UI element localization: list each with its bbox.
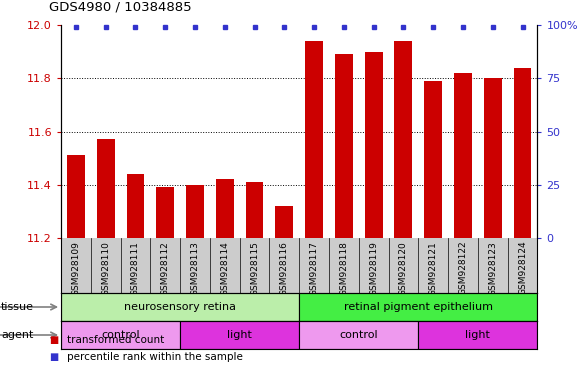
Text: agent: agent <box>1 330 34 340</box>
Text: GSM928114: GSM928114 <box>220 241 229 296</box>
Text: ■: ■ <box>49 352 59 362</box>
Text: GSM928118: GSM928118 <box>339 241 349 296</box>
Bar <box>305 41 323 238</box>
Text: GSM928116: GSM928116 <box>280 241 289 296</box>
Bar <box>67 156 85 238</box>
Bar <box>514 68 532 238</box>
Text: tissue: tissue <box>1 302 34 312</box>
Text: light: light <box>465 330 490 340</box>
Bar <box>180 321 299 349</box>
Text: control: control <box>339 330 378 340</box>
Text: GSM928120: GSM928120 <box>399 241 408 296</box>
Bar <box>424 81 442 238</box>
Bar <box>156 187 174 238</box>
Bar <box>299 293 537 321</box>
Bar <box>299 321 418 349</box>
Text: percentile rank within the sample: percentile rank within the sample <box>67 352 243 362</box>
Bar <box>454 73 472 238</box>
Text: GSM928109: GSM928109 <box>71 241 80 296</box>
Bar <box>418 321 537 349</box>
Text: GSM928110: GSM928110 <box>101 241 110 296</box>
Bar <box>484 78 502 238</box>
Text: GSM928119: GSM928119 <box>369 241 378 296</box>
Bar <box>127 174 145 238</box>
Bar <box>246 182 264 238</box>
Text: transformed count: transformed count <box>67 335 164 345</box>
Bar <box>61 293 299 321</box>
Text: GSM928121: GSM928121 <box>429 241 437 296</box>
Bar <box>394 41 413 238</box>
Text: GDS4980 / 10384885: GDS4980 / 10384885 <box>49 0 192 13</box>
Text: GSM928117: GSM928117 <box>310 241 318 296</box>
Bar <box>275 206 293 238</box>
Text: GSM928123: GSM928123 <box>488 241 497 296</box>
Text: GSM928122: GSM928122 <box>458 241 468 295</box>
Text: control: control <box>101 330 140 340</box>
Bar <box>365 51 383 238</box>
Bar <box>96 139 114 238</box>
Text: neurosensory retina: neurosensory retina <box>124 302 236 312</box>
Text: GSM928113: GSM928113 <box>191 241 199 296</box>
Bar <box>216 179 234 238</box>
Bar <box>61 321 180 349</box>
Bar <box>335 54 353 238</box>
Text: GSM928124: GSM928124 <box>518 241 527 295</box>
Text: GSM928111: GSM928111 <box>131 241 140 296</box>
Text: ■: ■ <box>49 335 59 345</box>
Text: GSM928115: GSM928115 <box>250 241 259 296</box>
Text: retinal pigment epithelium: retinal pigment epithelium <box>344 302 493 312</box>
Text: light: light <box>227 330 252 340</box>
Text: GSM928112: GSM928112 <box>161 241 170 296</box>
Bar <box>186 185 204 238</box>
